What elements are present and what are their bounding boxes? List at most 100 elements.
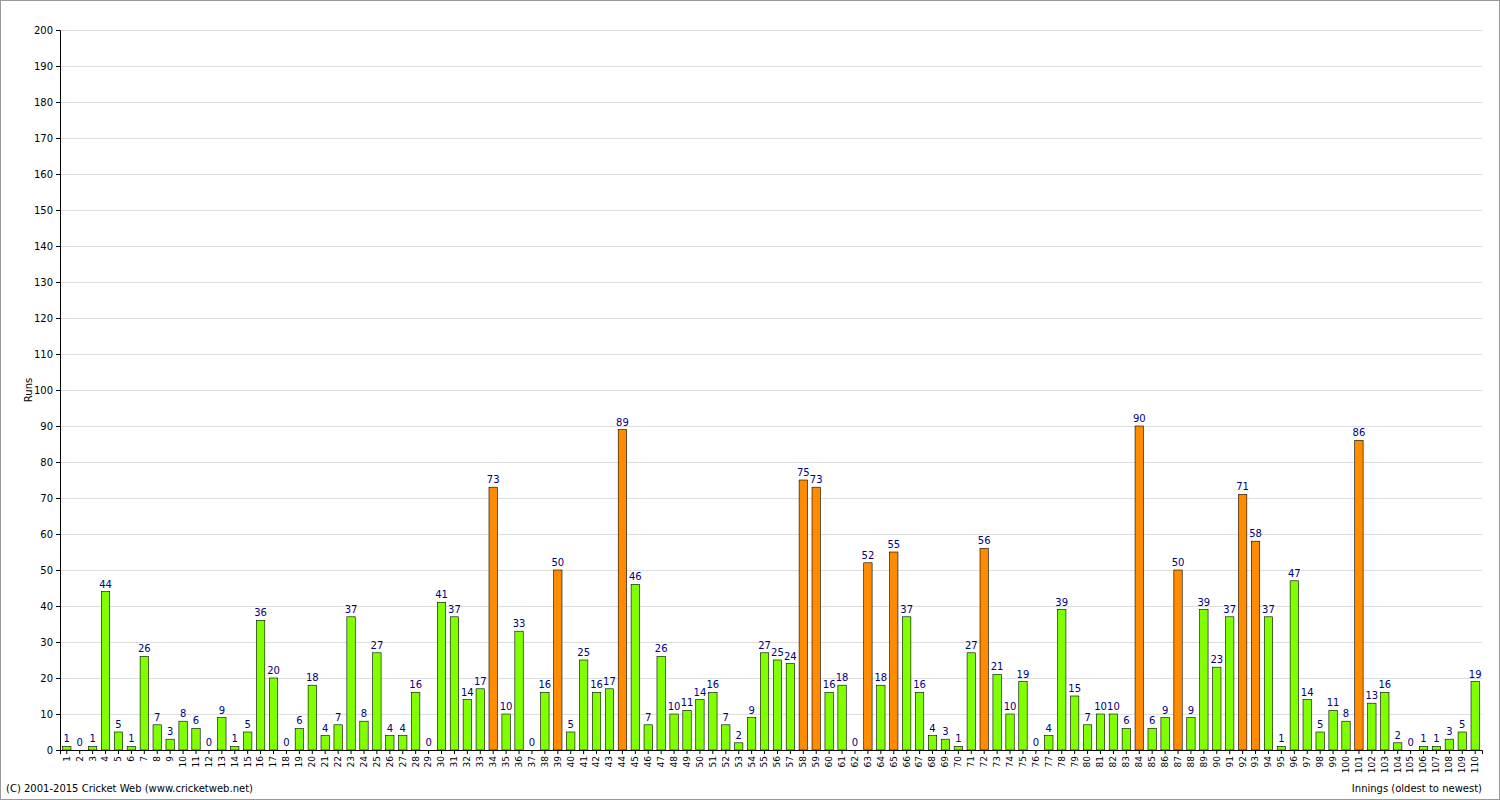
x-tick-mark xyxy=(415,750,416,754)
data-label: 10 xyxy=(1004,701,1017,712)
data-label: 0 xyxy=(529,737,535,748)
x-tick: 27 xyxy=(398,750,408,767)
y-tick: 40 xyxy=(40,601,60,612)
data-label: 7 xyxy=(154,712,160,723)
bar xyxy=(812,487,820,750)
bar xyxy=(502,714,510,750)
x-tick: 70 xyxy=(953,750,963,767)
x-tick: 66 xyxy=(902,750,912,767)
x-tick: 68 xyxy=(927,750,937,767)
grid-line xyxy=(60,210,1482,211)
x-tick-label: 102 xyxy=(1367,756,1377,773)
grid xyxy=(60,31,1482,751)
bar xyxy=(1083,725,1091,750)
bar xyxy=(321,736,329,750)
x-tick: 78 xyxy=(1057,750,1067,767)
data-label: 7 xyxy=(723,712,729,723)
x-tick: 83 xyxy=(1121,750,1131,767)
x-tick: 97 xyxy=(1302,750,1312,767)
x-tick: 85 xyxy=(1147,750,1157,767)
bar xyxy=(1122,728,1130,750)
x-tick-label: 23 xyxy=(346,756,356,767)
x-axis-line xyxy=(61,751,1483,755)
y-tick-mark xyxy=(56,642,60,643)
x-tick-mark xyxy=(1203,750,1204,754)
bar xyxy=(424,750,432,751)
bar xyxy=(1355,440,1363,750)
x-tick-label: 40 xyxy=(566,756,576,768)
data-label: 9 xyxy=(1188,705,1194,716)
y-tick-label: 130 xyxy=(34,277,53,288)
x-tick-label: 87 xyxy=(1173,756,1183,767)
x-tick: 96 xyxy=(1289,750,1299,767)
x-tick-mark xyxy=(1358,750,1359,754)
bar xyxy=(1316,732,1324,750)
x-tick-mark xyxy=(1397,750,1398,754)
x-tick-mark xyxy=(1022,750,1023,754)
y-tick-label: 150 xyxy=(34,205,53,216)
y-tick-label: 190 xyxy=(34,61,53,72)
bar xyxy=(838,685,846,750)
x-tick-label: 7 xyxy=(139,756,149,762)
bar xyxy=(993,674,1001,750)
x-tick-label: 105 xyxy=(1405,756,1415,773)
data-label: 11 xyxy=(1327,697,1340,708)
x-tick-label: 24 xyxy=(359,756,369,768)
x-axis-title: Innings (oldest to newest) xyxy=(1352,783,1482,794)
x-tick: 107 xyxy=(1431,750,1441,773)
footer-note: (C) 2001-2015 Cricket Web (www.cricketwe… xyxy=(6,783,253,794)
x-tick: 82 xyxy=(1108,750,1118,767)
x-tick-label: 71 xyxy=(966,756,976,767)
y-tick: 100 xyxy=(34,385,60,396)
x-tick-label: 26 xyxy=(385,756,395,768)
x-tick-label: 5 xyxy=(113,756,123,762)
y-tick-mark xyxy=(56,210,60,211)
x-tick-mark xyxy=(699,750,700,754)
x-tick-mark xyxy=(1436,750,1437,754)
bar xyxy=(1381,692,1389,750)
grid-line xyxy=(60,174,1482,175)
x-tick-mark xyxy=(1035,750,1036,754)
bar xyxy=(489,487,497,750)
y-tick: 140 xyxy=(34,241,60,252)
data-label: 16 xyxy=(913,679,926,690)
data-label: 3 xyxy=(1446,726,1452,737)
data-label: 5 xyxy=(1317,719,1323,730)
data-label: 18 xyxy=(836,672,849,683)
bar xyxy=(980,548,988,750)
x-tick: 72 xyxy=(979,750,989,767)
x-tick-mark xyxy=(661,750,662,754)
y-tick-label: 90 xyxy=(40,421,53,432)
x-tick-mark xyxy=(674,750,675,754)
x-tick-label: 76 xyxy=(1031,756,1041,768)
x-tick-mark xyxy=(1255,750,1256,754)
x-tick-mark xyxy=(325,750,326,754)
x-tick-mark xyxy=(984,750,985,754)
x-tick: 33 xyxy=(475,750,485,767)
x-tick-mark xyxy=(829,750,830,754)
bar xyxy=(644,725,652,750)
data-label: 50 xyxy=(1172,557,1185,568)
x-tick-mark xyxy=(867,750,868,754)
x-tick: 43 xyxy=(604,750,614,767)
bar xyxy=(1135,426,1143,750)
bar xyxy=(334,725,342,750)
bar xyxy=(1393,743,1401,750)
data-label: 14 xyxy=(1301,687,1314,698)
x-tick: 48 xyxy=(669,750,679,767)
data-label: 21 xyxy=(991,661,1004,672)
x-tick-mark xyxy=(531,750,532,754)
x-tick: 6 xyxy=(126,750,136,762)
x-tick-mark xyxy=(441,750,442,754)
grid-line xyxy=(60,498,1482,499)
grid-line xyxy=(60,426,1482,427)
data-label: 0 xyxy=(206,737,212,748)
x-tick-label: 46 xyxy=(643,756,653,768)
x-tick-mark xyxy=(687,750,688,754)
x-tick-label: 68 xyxy=(927,756,937,768)
data-label: 16 xyxy=(706,679,719,690)
x-tick: 24 xyxy=(359,750,369,767)
x-tick-label: 9 xyxy=(165,756,175,762)
bar xyxy=(605,689,613,750)
bar xyxy=(386,736,394,750)
